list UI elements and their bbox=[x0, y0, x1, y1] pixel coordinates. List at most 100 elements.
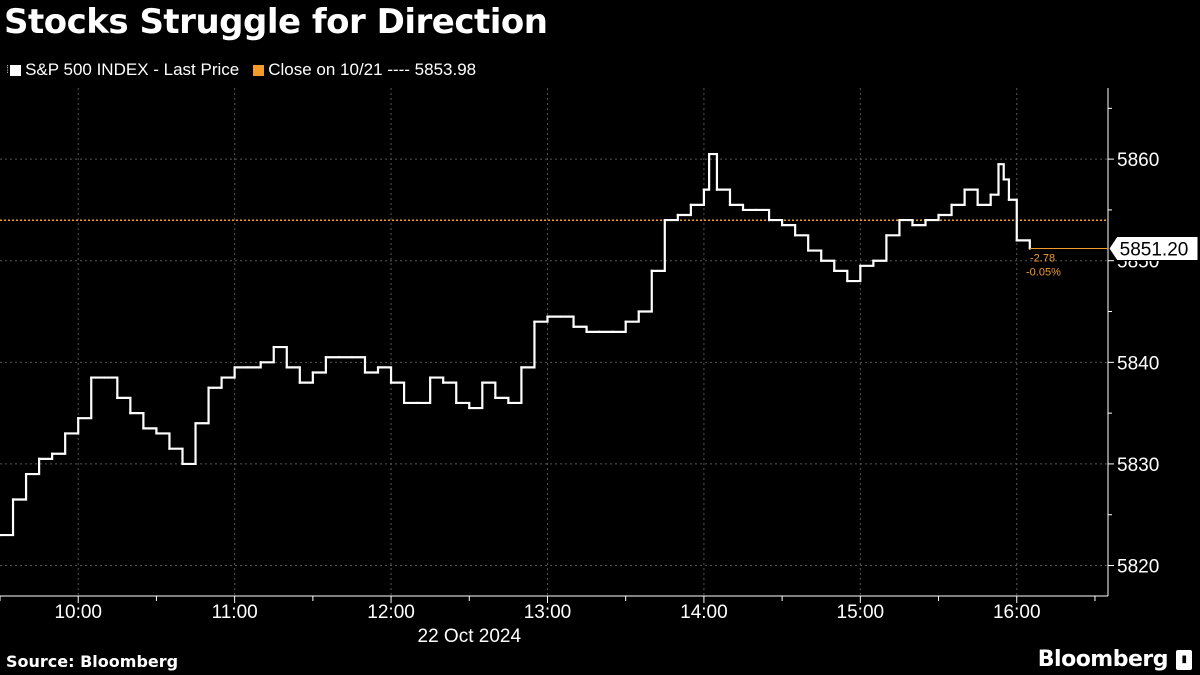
y-tick-label: 5840 bbox=[1117, 353, 1159, 374]
data-point bbox=[598, 330, 601, 334]
data-point bbox=[585, 330, 588, 334]
series-line bbox=[0, 152, 1031, 537]
data-point bbox=[702, 188, 706, 191]
data-point bbox=[298, 381, 302, 384]
x-tick-label: 13:00 bbox=[524, 602, 572, 623]
data-point bbox=[507, 401, 510, 405]
data-point bbox=[754, 208, 758, 212]
data-point bbox=[233, 366, 236, 369]
data-point bbox=[937, 213, 940, 217]
data-point bbox=[50, 452, 54, 455]
data-point bbox=[997, 163, 1000, 166]
data-point bbox=[559, 315, 562, 318]
data-point bbox=[767, 218, 771, 222]
change-label: -2.78 bbox=[1030, 253, 1055, 265]
data-point bbox=[728, 203, 732, 207]
chart-title: Stocks Struggle for Direction bbox=[4, 2, 548, 42]
legend-drag-handle-icon[interactable]: ⁞ bbox=[6, 64, 10, 76]
data-point bbox=[780, 223, 784, 227]
x-tick-label: 16:00 bbox=[993, 602, 1041, 623]
brand-logo: Bloomberg ▮ bbox=[1038, 647, 1192, 672]
data-point bbox=[129, 411, 132, 415]
data-point bbox=[663, 218, 666, 222]
legend-reference-label: Close on 10/21 ---- 5853.98 bbox=[268, 60, 477, 79]
data-point bbox=[1002, 178, 1005, 181]
data-point bbox=[415, 401, 419, 405]
data-point bbox=[116, 396, 119, 400]
data-point bbox=[494, 396, 497, 400]
data-point bbox=[11, 498, 15, 501]
x-tick-label: 11:00 bbox=[212, 602, 258, 623]
data-point bbox=[363, 371, 367, 374]
last-value-label: 5851.20 bbox=[1120, 240, 1189, 261]
x-tick-label: 12:00 bbox=[367, 602, 415, 623]
data-point bbox=[689, 203, 693, 207]
data-point bbox=[142, 427, 145, 430]
y-tick-label: 5820 bbox=[1117, 557, 1159, 578]
data-point bbox=[650, 269, 653, 273]
data-point bbox=[533, 320, 536, 323]
data-point bbox=[350, 356, 354, 359]
chart-axes bbox=[0, 88, 1114, 603]
data-point bbox=[442, 381, 445, 384]
data-point bbox=[885, 234, 888, 237]
data-point bbox=[911, 223, 914, 227]
data-point bbox=[715, 188, 719, 191]
terminal-icon: ▮ bbox=[1176, 649, 1192, 670]
data-point bbox=[859, 264, 862, 267]
data-point bbox=[324, 356, 328, 359]
data-point bbox=[402, 401, 406, 405]
data-point bbox=[311, 371, 315, 374]
data-point bbox=[520, 366, 523, 369]
data-point bbox=[207, 386, 210, 389]
chart-gridlines bbox=[0, 88, 1108, 596]
data-point bbox=[90, 376, 93, 379]
data-point bbox=[637, 310, 640, 313]
data-point bbox=[272, 345, 275, 349]
series-group bbox=[0, 152, 1031, 537]
data-point bbox=[676, 213, 680, 217]
data-point bbox=[846, 279, 849, 283]
data-point bbox=[572, 325, 575, 328]
change-pct-label: -0.05% bbox=[1026, 267, 1061, 279]
legend-reference-swatch bbox=[253, 64, 265, 76]
data-point bbox=[181, 462, 184, 466]
data-point bbox=[455, 401, 458, 405]
last-value-tag bbox=[1108, 236, 1199, 262]
data-point bbox=[898, 218, 901, 222]
x-tick-label: 14:00 bbox=[680, 602, 728, 623]
data-point bbox=[793, 234, 797, 237]
brand-name: Bloomberg bbox=[1037, 647, 1169, 672]
data-point bbox=[220, 376, 223, 379]
legend-series-label: S&P 500 INDEX - Last Price bbox=[25, 60, 240, 79]
data-point bbox=[337, 356, 341, 359]
data-point bbox=[924, 218, 927, 222]
data-point bbox=[546, 315, 549, 318]
data-point bbox=[0, 533, 2, 537]
data-point bbox=[741, 208, 745, 212]
x-tick-label: 10:00 bbox=[54, 602, 102, 623]
chart-legend: ⁞ S&P 500 INDEX - Last Price Close on 10… bbox=[6, 60, 476, 80]
data-point bbox=[976, 203, 979, 207]
data-point bbox=[468, 406, 471, 410]
data-point bbox=[481, 381, 484, 384]
x-tick-label: 15:00 bbox=[837, 602, 885, 623]
data-point bbox=[428, 376, 432, 379]
y-tick-label: 5830 bbox=[1117, 455, 1159, 476]
data-point bbox=[1015, 239, 1018, 242]
data-point bbox=[63, 432, 67, 435]
data-point bbox=[376, 366, 380, 369]
data-point bbox=[833, 269, 836, 273]
data-point bbox=[989, 193, 992, 196]
data-point bbox=[285, 366, 288, 369]
data-point bbox=[77, 417, 80, 420]
data-point bbox=[950, 203, 953, 207]
data-point bbox=[820, 259, 823, 262]
last-value-group: 5851.20 -2.78 -0.05% bbox=[1026, 236, 1199, 279]
data-point bbox=[963, 188, 966, 191]
source-note: Source: Bloomberg bbox=[6, 652, 179, 671]
data-point bbox=[1007, 198, 1011, 201]
y-tick-label: 5860 bbox=[1117, 150, 1159, 171]
